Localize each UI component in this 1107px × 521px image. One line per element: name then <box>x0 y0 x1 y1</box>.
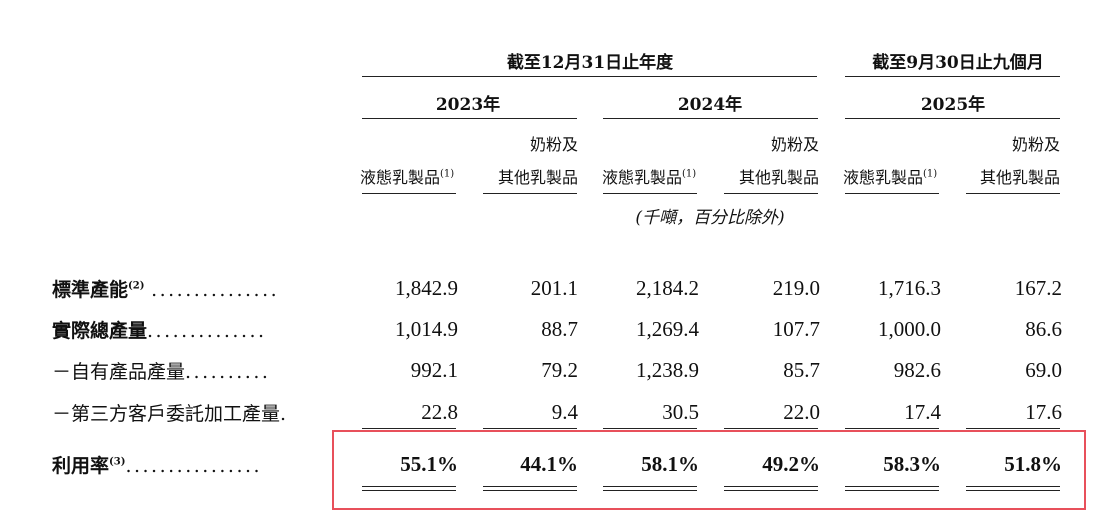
cell-r3-c5: 982.6 <box>893 358 941 382</box>
cell-r5-c5: 58.3% <box>883 452 941 476</box>
rule-year-2025 <box>845 118 1060 119</box>
row-label-total-output: 實際總產量.............. <box>52 316 267 343</box>
row-leader-dots: . <box>280 403 289 425</box>
double-rule-6 <box>966 486 1060 491</box>
col-powder-2023-line1: 奶粉及 <box>529 135 578 154</box>
cell-r2-c2: 88.7 <box>541 317 578 341</box>
cell-r5-c6: 51.8% <box>1004 452 1062 476</box>
cell-r2-c5: 1,000.0 <box>878 317 941 341</box>
rule-col-2 <box>483 193 577 194</box>
rule-period-year <box>362 76 817 77</box>
row-label-sup: (2) <box>128 280 145 292</box>
col-liquid-label: 液態乳製品 <box>602 168 683 187</box>
row-label-own-products: －自有產品產量.......... <box>52 357 270 384</box>
cell-r4-c5: 17.4 <box>904 400 941 424</box>
col-liquid-label: 液態乳製品 <box>360 168 441 187</box>
double-rule-4 <box>724 486 818 491</box>
col-powder-2023-line2: 其他乳製品 <box>497 168 578 187</box>
cell-r5-c3: 58.1% <box>641 452 699 476</box>
col-powder-2024-line1: 奶粉及 <box>770 135 819 154</box>
period-nine-months-header: 截至9月30日止九個月 <box>872 53 1044 73</box>
cell-r1-c3: 2,184.2 <box>636 276 699 300</box>
cell-r5-c1: 55.1% <box>400 452 458 476</box>
col-liquid-2025: 液態乳製品(1) <box>843 164 937 188</box>
col-powder-2024-line2: 其他乳製品 <box>738 168 819 187</box>
cell-r5-c2: 44.1% <box>520 452 578 476</box>
row-label-third-party: －第三方客戶委託加工產量. <box>52 399 289 426</box>
col-liquid-label: 液態乳製品 <box>843 168 924 187</box>
row-label-text: 標準產能 <box>52 279 129 301</box>
row-leader-dots: .............. <box>147 320 267 342</box>
rule-year-2023 <box>362 118 577 119</box>
cell-r1-c2: 201.1 <box>530 276 578 300</box>
cell-r4-c1: 22.8 <box>421 400 458 424</box>
year-2025-header: 2025年 <box>920 95 986 115</box>
cell-r3-c4: 85.7 <box>783 358 820 382</box>
col-liquid-sup: (1) <box>682 168 697 180</box>
col-liquid-sup: (1) <box>440 168 455 180</box>
unit-note: (千噸，百分比除外) <box>635 208 785 228</box>
cell-r4-c6: 17.6 <box>1025 400 1062 424</box>
cell-r1-c4: 219.0 <box>772 276 820 300</box>
cell-r2-c6: 86.6 <box>1025 317 1062 341</box>
cell-r2-c3: 1,269.4 <box>636 317 699 341</box>
rule-sum-5 <box>845 428 939 429</box>
row-label-standard-capacity: 標準產能(2) ............... <box>52 275 279 302</box>
rule-sum-3 <box>603 428 697 429</box>
row-leader-dots: .......... <box>185 361 271 383</box>
double-rule-3 <box>603 486 697 491</box>
rule-period-nine-months <box>845 76 1060 77</box>
rule-year-2024 <box>603 118 818 119</box>
row-label-text: －第三方客戶委託加工產量 <box>52 403 281 425</box>
cell-r4-c3: 30.5 <box>662 400 699 424</box>
row-label-text: 利用率 <box>52 455 110 477</box>
utilization-highlight-box <box>332 430 1086 510</box>
cell-r3-c6: 69.0 <box>1025 358 1062 382</box>
col-powder-2025-line1: 奶粉及 <box>1011 135 1060 154</box>
double-rule-1 <box>362 486 456 491</box>
double-rule-2 <box>483 486 577 491</box>
row-leader-dots: ............... <box>151 279 280 301</box>
cell-r3-c3: 1,238.9 <box>636 358 699 382</box>
cell-r3-c2: 79.2 <box>541 358 578 382</box>
col-liquid-sup: (1) <box>923 168 938 180</box>
cell-r4-c2: 9.4 <box>551 400 578 424</box>
year-2023-header: 2023年 <box>435 95 501 115</box>
rule-sum-2 <box>483 428 577 429</box>
col-liquid-2023: 液態乳製品(1) <box>360 164 454 188</box>
year-2024-header: 2024年 <box>677 95 743 115</box>
row-leader-dots: ................ <box>125 455 263 477</box>
period-year-header: 截至12月31日止年度 <box>506 53 674 73</box>
cell-r1-c6: 167.2 <box>1014 276 1062 300</box>
rule-col-4 <box>724 193 818 194</box>
cell-r3-c1: 992.1 <box>410 358 458 382</box>
rule-col-3 <box>603 193 697 194</box>
rule-col-1 <box>362 193 456 194</box>
row-label-text: －自有產品產量 <box>52 361 186 383</box>
rule-sum-6 <box>966 428 1060 429</box>
col-powder-2025-line2: 其他乳製品 <box>979 168 1060 187</box>
cell-r2-c4: 107.7 <box>772 317 820 341</box>
cell-r2-c1: 1,014.9 <box>395 317 458 341</box>
row-label-sup: (3) <box>109 456 126 468</box>
rule-col-5 <box>845 193 939 194</box>
col-liquid-2024: 液態乳製品(1) <box>602 164 696 188</box>
cell-r1-c5: 1,716.3 <box>878 276 941 300</box>
cell-r1-c1: 1,842.9 <box>395 276 458 300</box>
row-label-utilization: 利用率(3)................ <box>52 451 262 478</box>
cell-r4-c4: 22.0 <box>783 400 820 424</box>
double-rule-5 <box>845 486 939 491</box>
row-label-text: 實際總產量 <box>52 320 148 342</box>
rule-sum-4 <box>724 428 818 429</box>
cell-r5-c4: 49.2% <box>762 452 820 476</box>
rule-col-6 <box>966 193 1060 194</box>
rule-sum-1 <box>362 428 456 429</box>
